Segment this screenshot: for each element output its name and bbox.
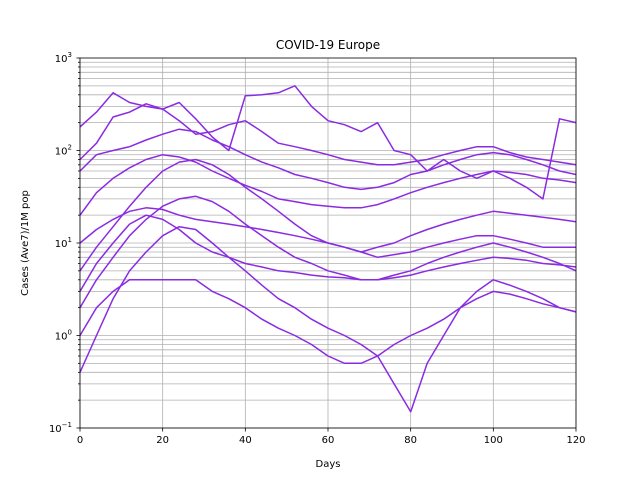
y-tick-label: 10−1	[49, 421, 72, 435]
y-axis-label: Cases (Ave7)/1M pop	[20, 190, 31, 296]
x-tick-label: 20	[156, 435, 169, 446]
series-line-9	[80, 279, 576, 365]
x-tick-label: 100	[484, 435, 503, 446]
y-ticks: 10−1 100 101 102 103	[49, 51, 80, 435]
series-line-4	[80, 153, 576, 216]
x-tick-label: 60	[322, 435, 335, 446]
series-line-3	[80, 128, 576, 191]
x-tick-label: 120	[566, 435, 585, 446]
y-tick-label: 102	[55, 144, 72, 158]
chart-title: COVID-19 Europe	[276, 38, 380, 52]
x-tick-label: 40	[239, 435, 252, 446]
series-line-6	[80, 195, 576, 309]
series-line-7	[80, 225, 576, 413]
x-ticks: 0 20 40 60 80 100 120	[77, 428, 586, 446]
x-tick-label: 80	[404, 435, 417, 446]
series-line-2	[80, 103, 576, 166]
x-tick-label: 0	[77, 435, 83, 446]
y-tick-label: 103	[55, 51, 72, 65]
y-tick-label: 101	[55, 236, 72, 250]
series-line-8	[80, 207, 576, 259]
x-axis-label: Days	[316, 459, 341, 470]
series-group	[80, 85, 576, 413]
y-tick-label: 100	[55, 329, 72, 343]
series-line-10	[80, 214, 576, 292]
